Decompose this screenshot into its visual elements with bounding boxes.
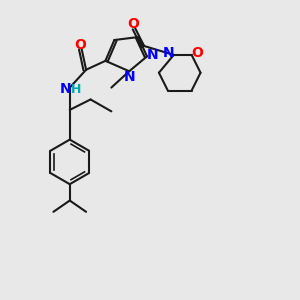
Text: O: O bbox=[74, 38, 86, 52]
Text: H: H bbox=[71, 82, 82, 96]
Text: O: O bbox=[191, 46, 203, 60]
Text: N: N bbox=[123, 70, 135, 84]
Text: N: N bbox=[163, 46, 174, 60]
Text: O: O bbox=[128, 17, 140, 31]
Text: N: N bbox=[147, 48, 159, 62]
Text: N: N bbox=[59, 82, 71, 96]
